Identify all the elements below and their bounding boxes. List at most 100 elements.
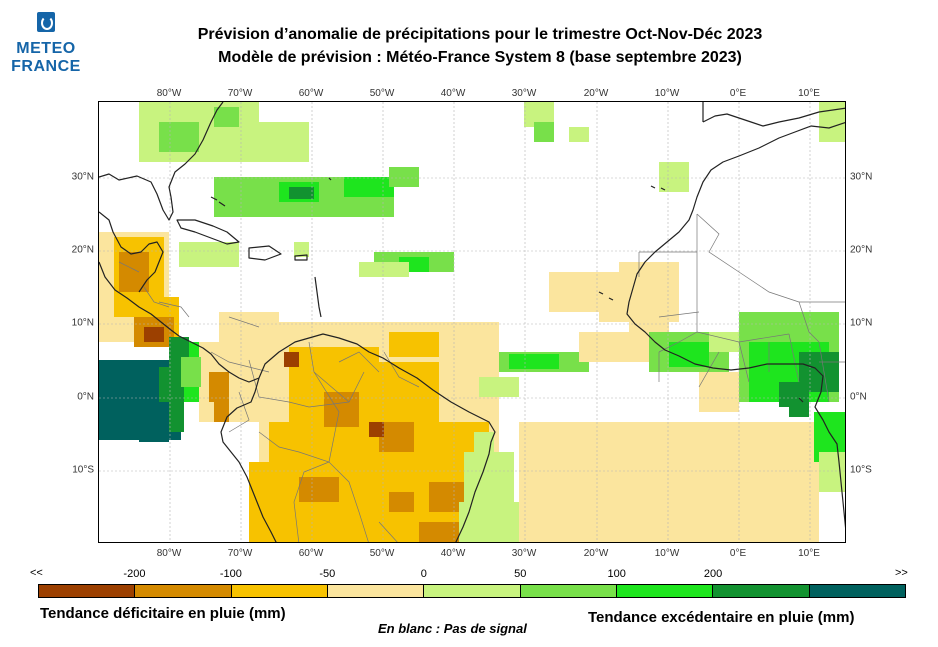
lat-tick-label: 30°N: [850, 171, 873, 183]
lat-tick-label: 10°S: [72, 464, 94, 476]
anomaly-cell: [379, 422, 414, 452]
graticule: [99, 102, 845, 542]
anomaly-cell: [159, 122, 199, 152]
legend-right-arrow: >>: [895, 567, 908, 579]
map-subtitle: Modèle de prévision : Météo-France Syste…: [218, 49, 742, 66]
anomaly-cell: [474, 432, 494, 452]
anomaly-cell: [509, 354, 559, 369]
precipitation-anomaly-map: [98, 101, 846, 543]
lon-tick-label: 20°W: [583, 548, 609, 559]
anomaly-cell: [249, 122, 309, 162]
lon-tick-label: 40°W: [440, 88, 466, 99]
caption-deficit: Tendance déficitaire en pluie (mm): [40, 605, 286, 622]
lat-tick-label: 10°N: [71, 317, 94, 329]
anomaly-cells: [99, 102, 845, 542]
lon-tick-label: 50°W: [369, 88, 395, 99]
lat-tick-label: 10°S: [850, 464, 872, 476]
anomaly-cell: [819, 452, 845, 492]
map-canvas: [99, 102, 845, 542]
meteo-france-emblem-icon: [37, 12, 55, 32]
map-title: Prévision d’anomalie de précipitations p…: [197, 26, 763, 43]
lon-tick-label: 30°W: [511, 548, 537, 559]
legend-left-arrow: <<: [30, 567, 43, 579]
legend-swatch: [39, 585, 136, 597]
lat-tick-label: 10°N: [850, 317, 873, 329]
anomaly-cell: [789, 402, 809, 417]
anomaly-cell: [249, 522, 289, 542]
lon-tick-label: 60°W: [298, 88, 324, 99]
anomaly-cell: [284, 352, 299, 367]
anomaly-cell: [324, 392, 359, 427]
legend-swatch: [424, 585, 521, 597]
lon-tick-label: 60°W: [298, 548, 324, 559]
legend-swatch: [135, 585, 232, 597]
anomaly-cell: [209, 372, 229, 402]
legend-tick-label: 50: [514, 568, 527, 580]
logo-text-france: FRANCE: [11, 58, 81, 75]
legend-tick-label: 100: [607, 568, 626, 580]
anomaly-cell: [699, 372, 739, 412]
lon-tick-label: 0°E: [729, 88, 747, 99]
lon-tick-label: 80°W: [156, 88, 182, 99]
meteo-france-logo: METEO FRANCE: [8, 10, 84, 86]
anomaly-cell: [139, 402, 169, 442]
anomaly-cell: [119, 252, 149, 292]
anomaly-cell: [359, 262, 409, 277]
anomaly-cell: [389, 492, 414, 512]
logo-text-meteo: METEO: [16, 40, 76, 57]
lat-tick-label: 30°N: [71, 171, 94, 183]
legend-swatch: [231, 585, 328, 597]
legend-tick-label: -100: [219, 568, 242, 580]
anomaly-cell: [179, 242, 239, 267]
caption-excess: Tendance excédentaire en pluie (mm): [588, 609, 855, 626]
legend-swatch: [327, 585, 425, 597]
anomaly-cell: [389, 167, 419, 187]
anomaly-cell: [389, 332, 439, 357]
anomaly-cell: [579, 332, 659, 362]
anomaly-cell: [479, 377, 519, 397]
anomaly-cell: [181, 357, 201, 387]
anomaly-cell: [289, 187, 314, 199]
anomaly-cell: [819, 102, 845, 142]
legend-tick-label: 0: [420, 568, 427, 580]
legend-tick-label: -200: [123, 568, 146, 580]
lat-tick-label: 20°N: [71, 244, 94, 256]
lat-tick-label: 0°N: [77, 391, 94, 403]
legend-tick-label: -50: [319, 568, 336, 580]
country-borders: [118, 213, 845, 542]
anomaly-cell: [659, 422, 809, 502]
anomaly-cell: [659, 162, 689, 192]
anomaly-cell: [459, 502, 529, 542]
lon-tick-label: 10°W: [654, 88, 680, 99]
lon-tick-label: 80°W: [156, 548, 182, 559]
anomaly-cell: [144, 327, 164, 342]
lon-tick-label: 40°W: [440, 548, 466, 559]
anomaly-cell: [569, 127, 589, 142]
caption-no-signal: En blanc : Pas de signal: [378, 621, 527, 636]
anomaly-cell: [419, 522, 469, 542]
lon-tick-label: 0°E: [729, 548, 747, 559]
anomaly-cell: [214, 107, 239, 127]
legend-swatch: [616, 585, 714, 597]
anomaly-cell: [214, 402, 229, 422]
anomaly-cell: [629, 302, 669, 332]
lon-tick-label: 10°E: [798, 548, 820, 559]
lon-tick-label: 70°W: [227, 548, 253, 559]
coastlines: [99, 102, 845, 542]
legend-swatch: [520, 585, 617, 597]
legend-swatch: [809, 585, 905, 597]
color-legend: [38, 584, 906, 598]
lon-tick-label: 10°W: [654, 548, 680, 559]
lon-tick-label: 70°W: [227, 88, 253, 99]
anomaly-cell: [369, 422, 384, 437]
anomaly-cell: [534, 122, 554, 142]
lon-tick-label: 30°W: [511, 88, 537, 99]
anomaly-cell: [464, 452, 514, 502]
anomaly-cell: [299, 477, 339, 502]
legend-swatch: [713, 585, 810, 597]
lon-tick-label: 10°E: [798, 88, 820, 99]
anomaly-cell: [294, 242, 309, 257]
anomaly-cell: [344, 177, 394, 197]
legend-tick-label: 200: [703, 568, 723, 580]
lon-tick-label: 50°W: [369, 548, 395, 559]
